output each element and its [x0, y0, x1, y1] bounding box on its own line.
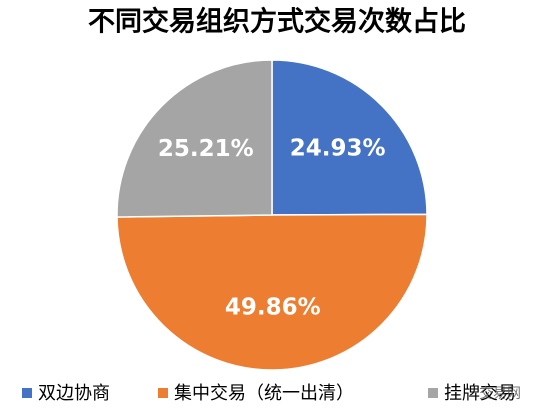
- pie-slice: [271, 59, 428, 216]
- pie-slice: [116, 213, 428, 371]
- legend-label: 挂牌交易: [444, 383, 516, 404]
- legend-swatch: [22, 388, 32, 398]
- chart-title: 不同交易组织方式交易次数占比: [88, 6, 466, 38]
- legend-swatch: [428, 388, 438, 398]
- pie-slice: [116, 59, 273, 218]
- value-label: 49.86%: [225, 294, 321, 320]
- watermark: 交易网: [479, 385, 521, 402]
- legend-swatch: [158, 388, 168, 398]
- legend-label: 集中交易（统一出清）: [174, 383, 354, 404]
- value-label: 25.21%: [158, 136, 254, 162]
- value-label: 24.93%: [290, 136, 386, 162]
- legend-label: 双边协商: [38, 383, 110, 404]
